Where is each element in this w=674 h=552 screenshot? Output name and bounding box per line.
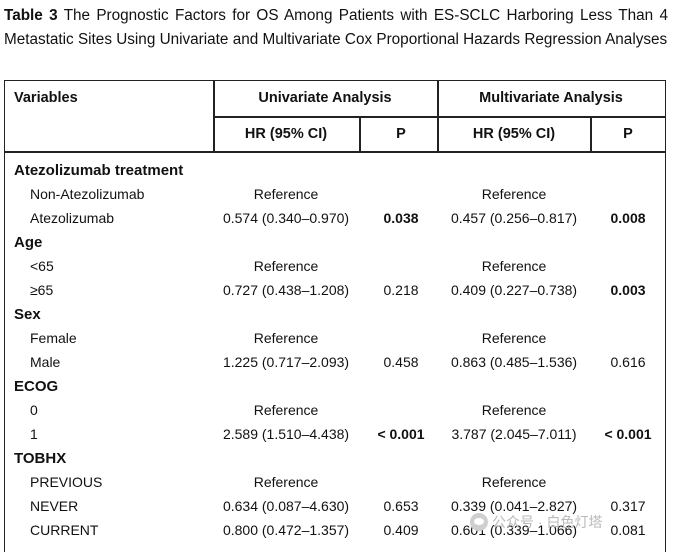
univariate-hr: Reference [253,186,319,202]
group-heading: ECOG [14,378,59,395]
multivariate-hr: Reference [481,474,547,490]
row-label: NEVER [30,498,79,514]
univariate-p: 0.409 [383,522,419,538]
multivariate-p: 0.008 [610,210,646,226]
univariate-hr: 1.225 (0.717–2.093) [222,354,350,370]
multivariate-hr: 0.339 (0.041–2.827) [450,498,578,514]
group-heading: Age [14,234,43,251]
row-label: Non-Atezolizumab [30,186,145,202]
row-label: ≥65 [30,282,54,298]
univariate-hr: Reference [253,330,319,346]
univariate-hr: Reference [253,402,319,418]
header-uni-p: P [396,126,406,142]
row-label: PREVIOUS [30,474,103,490]
multivariate-hr: 0.409 (0.227–0.738) [450,282,578,298]
multivariate-hr: 3.787 (2.045–7.011) [451,426,577,442]
univariate-hr: 2.589 (1.510–4.438) [222,426,350,442]
univariate-hr: 0.800 (0.472–1.357) [222,522,350,538]
multivariate-p: 0.317 [610,498,646,514]
univariate-p: 0.458 [383,354,419,370]
univariate-p: < 0.001 [377,426,425,442]
univariate-p: 0.218 [383,282,419,298]
header-univariate: Univariate Analysis [258,90,392,106]
caption-label: Table 3 [4,7,58,24]
multivariate-p: < 0.001 [604,426,652,442]
univariate-hr: Reference [253,474,319,490]
header-subrule [213,116,666,118]
row-label: <65 [30,258,54,274]
multivariate-hr: Reference [481,258,547,274]
row-label: CURRENT [30,522,99,538]
univariate-hr: 0.574 (0.340–0.970) [222,210,350,226]
univariate-hr: 0.634 (0.087–4.630) [222,498,350,514]
prognostic-factors-table: Variables Univariate Analysis Multivaria… [4,80,666,552]
group-heading: Sex [14,306,41,323]
multivariate-hr: 0.863 (0.485–1.536) [450,354,578,370]
header-variables: Variables [14,90,78,106]
row-label: 0 [30,402,38,418]
multivariate-p: 0.003 [610,282,646,298]
multivariate-hr: Reference [481,402,547,418]
row-label: Male [30,354,61,370]
header-multi-p: P [623,126,633,142]
group-heading: Atezolizumab treatment [14,162,184,179]
multivariate-hr: Reference [481,186,547,202]
multivariate-p: 0.616 [610,354,646,370]
multivariate-p: 0.081 [610,522,646,538]
univariate-hr: Reference [253,258,319,274]
header-bottom-rule [5,151,665,153]
wechat-icon [470,513,488,531]
col-divider-uni-p [359,116,361,151]
header-uni-hr: HR (95% CI) [244,126,328,142]
watermark-text: 公众号 · 白色灯塔 [492,514,603,530]
group-heading: TOBHX [14,450,67,467]
multivariate-hr: 0.457 (0.256–0.817) [450,210,578,226]
row-label: Female [30,330,77,346]
multivariate-hr: Reference [481,330,547,346]
row-label: Atezolizumab [30,210,115,226]
row-label: 1 [30,426,38,442]
col-divider-multi-p [590,116,592,151]
univariate-hr: 0.727 (0.438–1.208) [222,282,350,298]
watermark: 公众号 · 白色灯塔 [470,512,602,532]
table-caption: Table 3 The Prognostic Factors for OS Am… [4,4,668,51]
caption-text: The Prognostic Factors for OS Among Pati… [4,7,668,48]
header-multivariate: Multivariate Analysis [479,90,623,106]
univariate-p: 0.653 [383,498,419,514]
univariate-p: 0.038 [383,210,419,226]
header-multi-hr: HR (95% CI) [472,126,556,142]
